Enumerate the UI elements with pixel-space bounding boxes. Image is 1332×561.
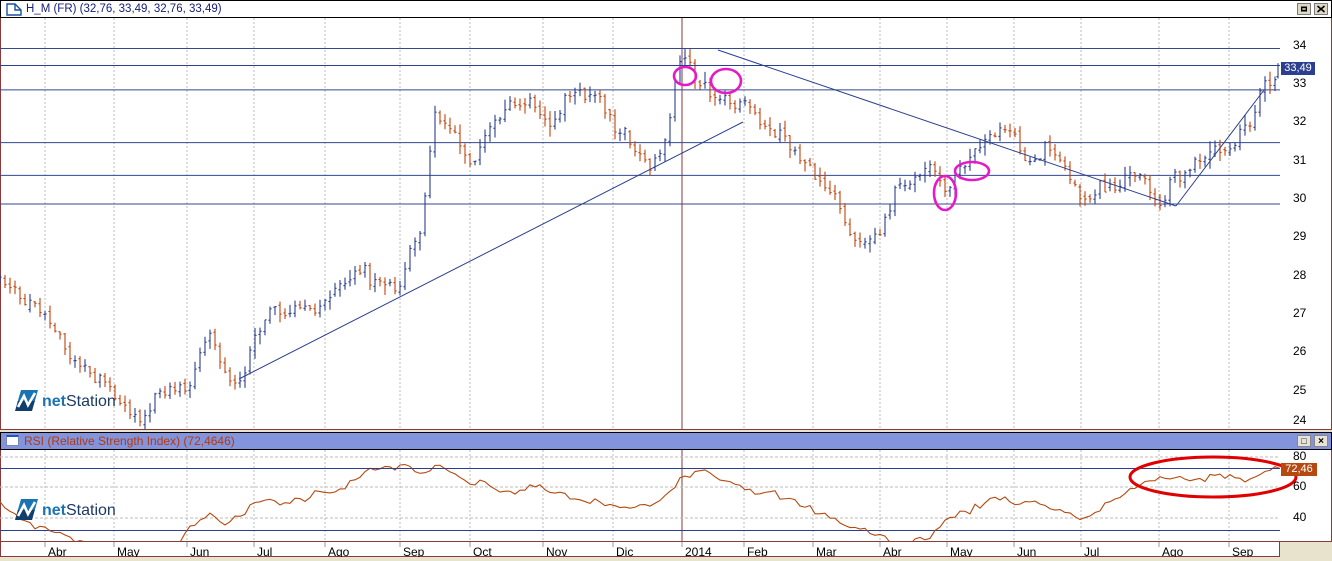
svg-text:Station: Station — [66, 502, 116, 519]
svg-text:Station: Station — [66, 393, 116, 410]
svg-text:net: net — [42, 502, 67, 519]
svg-text:net: net — [42, 393, 67, 410]
